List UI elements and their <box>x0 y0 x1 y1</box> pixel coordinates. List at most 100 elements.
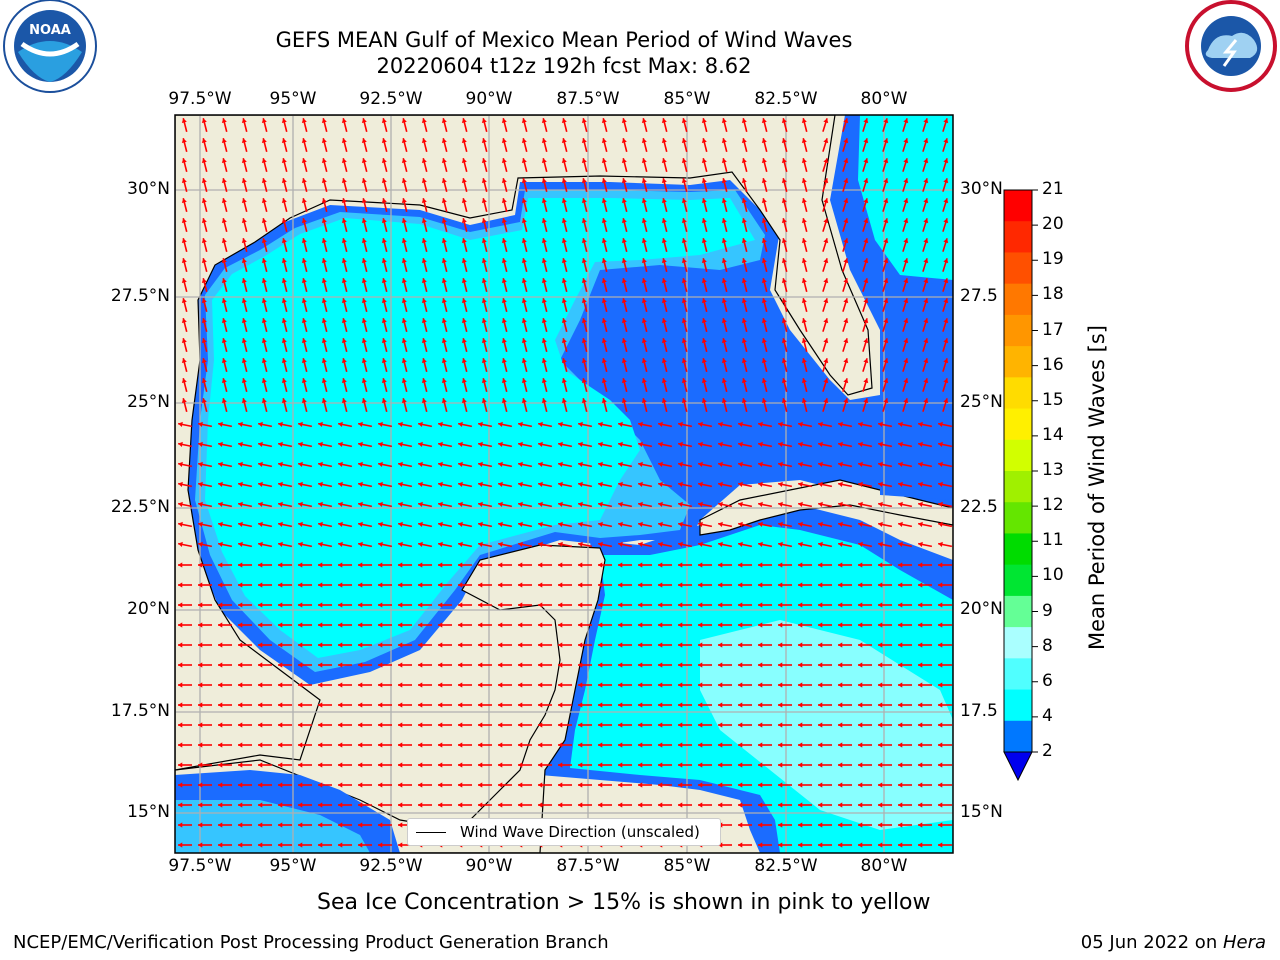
wind-wave-arrow <box>902 278 909 292</box>
lon-bottom-label: 85°W <box>663 856 711 876</box>
wind-wave-arrow <box>781 158 788 172</box>
wind-wave-arrow <box>261 218 268 232</box>
wind-wave-arrow <box>441 338 448 352</box>
wind-wave-arrow <box>497 421 513 428</box>
wind-wave-arrow <box>437 521 453 528</box>
lat-right-label: 22.5 <box>960 497 998 517</box>
wind-wave-arrow <box>698 582 712 588</box>
wind-wave-arrow <box>238 822 252 828</box>
wind-wave-arrow <box>601 218 608 232</box>
wind-wave-arrow <box>758 722 772 728</box>
wind-wave-arrow <box>478 662 492 668</box>
wind-wave-arrow <box>838 822 852 828</box>
wind-wave-arrow <box>358 622 372 628</box>
wind-wave-arrow <box>657 461 673 468</box>
wind-wave-arrow <box>862 138 869 152</box>
wind-wave-arrow <box>261 118 268 132</box>
wind-wave-arrow <box>378 842 392 848</box>
wind-wave-arrow <box>882 338 889 352</box>
wind-wave-arrow <box>358 762 372 768</box>
wind-wave-arrow <box>678 562 692 568</box>
wind-wave-arrow <box>521 318 528 332</box>
wind-wave-arrow <box>341 198 348 212</box>
wind-wave-arrow <box>681 358 688 372</box>
wind-wave-arrow <box>421 278 428 292</box>
wind-wave-arrow <box>278 562 292 568</box>
wind-wave-arrow <box>181 358 188 372</box>
wind-wave-arrow <box>538 762 552 768</box>
wind-wave-arrow <box>558 642 572 648</box>
wind-wave-arrow <box>321 358 328 372</box>
wind-wave-arrow <box>661 238 668 252</box>
wind-wave-arrow <box>298 842 312 848</box>
wind-wave-arrow <box>497 521 513 528</box>
wind-wave-arrow <box>201 138 208 152</box>
wind-wave-arrow <box>238 562 252 568</box>
wind-wave-arrow <box>537 501 553 508</box>
wind-wave-arrow <box>621 238 628 252</box>
wind-wave-arrow <box>778 562 792 568</box>
lat-left-label: 17.5°N <box>110 701 170 721</box>
wind-wave-arrow <box>301 278 308 292</box>
wind-wave-arrow <box>218 842 232 848</box>
wind-wave-arrow <box>301 318 308 332</box>
wind-wave-arrow <box>897 501 913 508</box>
noaa-logo: NOAA <box>3 0 97 93</box>
wind-wave-arrow <box>357 521 373 528</box>
wind-wave-arrow <box>681 398 688 412</box>
wind-wave-arrow <box>922 158 929 172</box>
wind-wave-arrow <box>801 318 808 332</box>
wind-wave-arrow <box>838 702 852 708</box>
wind-wave-arrow <box>822 158 829 172</box>
wind-wave-arrow <box>601 278 608 292</box>
wind-wave-arrow <box>261 138 268 152</box>
wind-wave-arrow <box>341 398 348 412</box>
wind-wave-arrow <box>578 582 592 588</box>
wind-wave-arrow <box>461 318 468 332</box>
wind-wave-arrow <box>318 582 332 588</box>
wind-wave-arrow <box>281 378 288 392</box>
lon-bottom-label: 80°W <box>860 856 908 876</box>
wind-wave-arrow <box>457 461 473 468</box>
wind-wave-arrow <box>701 398 708 412</box>
wind-wave-arrow <box>277 441 293 448</box>
wind-wave-arrow <box>681 278 688 292</box>
wind-wave-arrow <box>321 278 328 292</box>
wind-wave-arrow <box>241 358 248 372</box>
wind-wave-arrow <box>361 358 368 372</box>
wind-wave-arrow <box>338 642 352 648</box>
wind-wave-arrow <box>218 782 232 788</box>
wind-wave-arrow <box>401 318 408 332</box>
wind-wave-arrow <box>598 562 612 568</box>
wind-wave-arrow <box>777 461 793 468</box>
lon-bottom-label: 90°W <box>465 856 513 876</box>
wind-wave-arrow <box>461 398 468 412</box>
wind-wave-arrow <box>918 722 932 728</box>
colorbar-tick-label: 2 <box>1042 741 1053 761</box>
wind-wave-arrow <box>661 158 668 172</box>
wind-wave-arrow <box>758 622 772 628</box>
lon-top-label: 97.5°W <box>168 89 232 109</box>
wind-wave-arrow <box>437 541 453 548</box>
wind-wave-arrow <box>357 441 373 448</box>
wind-wave-arrow <box>922 118 929 132</box>
wind-wave-arrow <box>797 541 813 548</box>
colorbar-segment <box>1004 221 1032 253</box>
wind-wave-arrow <box>898 562 912 568</box>
wind-wave-arrow <box>398 642 412 648</box>
footer-date-text: 05 Jun 2022 on <box>1080 932 1223 953</box>
wind-wave-arrow <box>561 138 568 152</box>
wind-wave-arrow <box>778 722 792 728</box>
wind-wave-arrow <box>258 642 272 648</box>
wind-wave-arrow <box>922 378 929 392</box>
wind-wave-arrow <box>661 318 668 332</box>
wind-wave-arrow <box>257 521 273 528</box>
wind-wave-arrow <box>638 582 652 588</box>
wind-wave-arrow <box>578 742 592 748</box>
wind-wave-arrow <box>301 238 308 252</box>
wind-wave-arrow <box>598 622 612 628</box>
wind-wave-arrow <box>237 481 253 488</box>
wind-wave-arrow <box>521 178 528 192</box>
colorbar-tick-label: 12 <box>1042 495 1064 516</box>
wind-wave-arrow <box>341 358 348 372</box>
